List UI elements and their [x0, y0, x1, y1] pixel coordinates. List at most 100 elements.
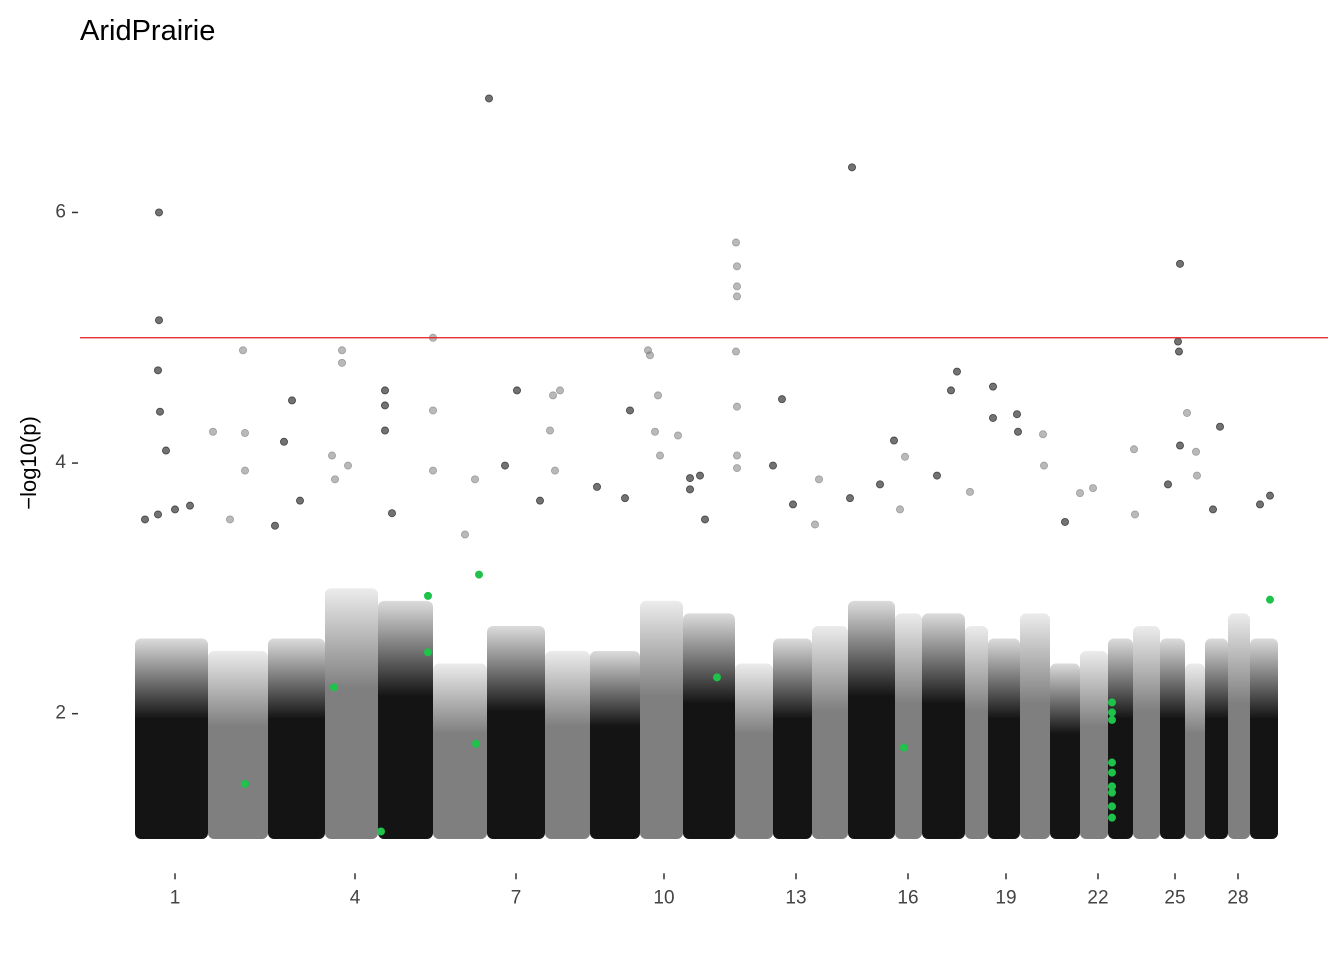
dense-points: [1080, 651, 1108, 839]
dense-points: [922, 613, 965, 839]
highlight-point: [1108, 715, 1116, 724]
point: [733, 282, 742, 291]
point: [778, 395, 787, 404]
highlight-point: [1108, 788, 1116, 797]
point: [270, 521, 279, 530]
point: [428, 466, 437, 475]
dense-points: [433, 663, 487, 839]
point: [536, 496, 545, 505]
point: [811, 520, 820, 529]
point: [1193, 471, 1202, 480]
point: [1256, 500, 1265, 509]
point: [1216, 422, 1225, 431]
point: [732, 347, 741, 356]
y-axis-label: −log10(p): [16, 416, 41, 510]
dense-points: [590, 651, 640, 839]
dense-points: [683, 613, 735, 839]
highlight-point: [424, 648, 432, 657]
highlight-point: [377, 827, 385, 836]
point: [674, 431, 683, 440]
dense-points: [1250, 638, 1278, 839]
x-tick-label: 1: [170, 887, 181, 908]
point: [789, 500, 798, 509]
point: [1209, 505, 1218, 514]
point: [953, 367, 962, 376]
point: [513, 386, 522, 395]
point: [686, 485, 695, 494]
dense-points: [640, 600, 683, 839]
point: [651, 427, 660, 436]
highlight-point: [1108, 708, 1116, 717]
point: [966, 487, 975, 496]
point: [1061, 517, 1070, 526]
point: [732, 238, 741, 247]
dense-points: [1185, 663, 1205, 839]
point: [876, 480, 885, 489]
point: [733, 292, 742, 301]
point: [1176, 441, 1185, 450]
point: [890, 436, 899, 445]
point: [140, 515, 149, 524]
dense-points: [848, 600, 895, 839]
point: [701, 515, 710, 524]
point: [933, 471, 942, 480]
point: [556, 386, 565, 395]
point: [337, 346, 346, 355]
dense-points: [487, 625, 545, 839]
dense-points: [735, 663, 773, 839]
point: [626, 406, 635, 415]
point: [155, 407, 164, 416]
x-tick-label: 16: [897, 887, 918, 908]
highlight-point: [1108, 698, 1116, 707]
y-tick-label: 4: [55, 452, 66, 473]
point: [769, 461, 778, 470]
highlight-point: [900, 743, 908, 752]
dense-points: [965, 625, 988, 839]
point: [549, 391, 558, 400]
point: [1130, 445, 1139, 454]
point: [428, 406, 437, 415]
highlight-point: [1108, 802, 1116, 811]
dense-points: [135, 638, 208, 839]
highlight-point: [472, 739, 480, 748]
point: [546, 426, 555, 435]
dense-points: [325, 588, 378, 839]
dense-points: [208, 651, 268, 839]
dense-points: [1205, 638, 1228, 839]
point: [733, 402, 742, 411]
point: [279, 437, 288, 446]
point: [1040, 461, 1049, 470]
point: [1013, 410, 1022, 419]
point: [901, 452, 910, 461]
point: [848, 163, 857, 172]
dense-points: [268, 638, 325, 839]
point: [1266, 491, 1275, 500]
x-tick-label: 22: [1087, 887, 1108, 908]
point: [1175, 347, 1184, 356]
dense-points: [545, 651, 590, 839]
dense-points: [812, 625, 848, 839]
dense-points: [1133, 625, 1160, 839]
x-tick-label: 10: [653, 887, 674, 908]
point: [1164, 480, 1173, 489]
point: [654, 391, 663, 400]
y-tick-label: 6: [55, 201, 66, 222]
point: [1174, 337, 1183, 346]
point: [154, 316, 163, 325]
highlight-point: [1108, 758, 1116, 767]
point: [1089, 484, 1098, 493]
point: [240, 428, 249, 437]
point: [696, 471, 705, 480]
point: [646, 351, 655, 360]
point: [815, 475, 824, 484]
point: [170, 505, 179, 514]
point: [1176, 259, 1185, 268]
highlight-point: [1266, 595, 1274, 604]
point: [470, 475, 479, 484]
point: [460, 530, 469, 539]
dense-points: [1050, 663, 1080, 839]
point: [240, 466, 249, 475]
highlight-point: [713, 673, 721, 682]
point: [343, 461, 352, 470]
highlight-point: [1108, 813, 1116, 822]
